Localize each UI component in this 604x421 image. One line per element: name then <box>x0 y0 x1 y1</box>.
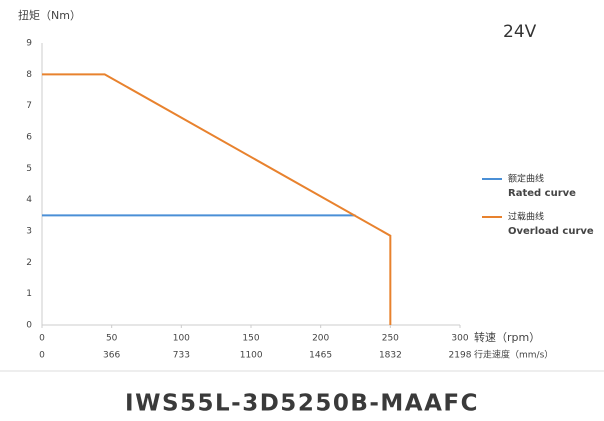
x2-axis-label: 行走速度（mm/s） <box>474 349 553 361</box>
x-tick-label: 200 <box>312 334 329 344</box>
legend-label-en: Rated curve <box>508 188 576 199</box>
y-tick-label: 2 <box>26 258 32 268</box>
x-tick-label: 0 <box>39 334 45 344</box>
x2-tick-label: 1100 <box>240 351 263 361</box>
x-tick-label: 50 <box>106 334 118 344</box>
x-tick-label: 100 <box>173 334 190 344</box>
y-tick-label: 4 <box>26 195 32 205</box>
x2-tick-label: 0 <box>39 351 45 361</box>
x2-tick-label: 2198 <box>449 351 472 361</box>
x2-tick-label: 1832 <box>379 351 402 361</box>
y-tick-label: 8 <box>26 70 32 80</box>
legend-label-en: Overload curve <box>508 226 594 237</box>
y-axis-label: 扭矩（Nm） <box>18 8 81 22</box>
x-tick-label: 250 <box>382 334 399 344</box>
legend-label: 过载曲线 <box>508 211 544 223</box>
y-tick-label: 7 <box>26 101 32 111</box>
y-tick-label: 6 <box>26 133 32 143</box>
chart-title: IWS55L-3D5250B-MAAFC <box>125 391 479 417</box>
x-axis-label: 转速（rpm） <box>474 330 540 344</box>
y-tick-label: 0 <box>26 321 32 331</box>
y-tick-label: 9 <box>26 39 32 49</box>
annotation: 24V <box>503 22 537 42</box>
x2-tick-label: 366 <box>103 351 120 361</box>
y-tick-label: 5 <box>26 164 32 174</box>
y-tick-label: 1 <box>26 289 32 299</box>
y-tick-label: 3 <box>26 227 32 237</box>
x-tick-label: 300 <box>451 334 468 344</box>
x2-tick-label: 1465 <box>309 351 332 361</box>
x2-tick-label: 733 <box>173 351 190 361</box>
line-series <box>42 73 392 325</box>
x-tick-label: 150 <box>242 334 259 344</box>
legend-label: 额定曲线 <box>508 173 544 185</box>
